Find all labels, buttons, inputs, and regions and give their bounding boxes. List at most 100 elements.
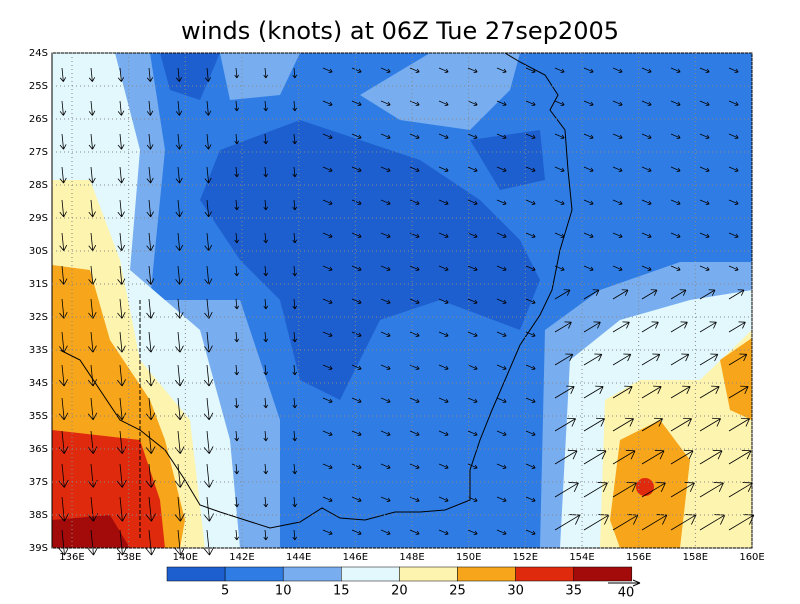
colorbar-label: 25 — [449, 584, 466, 599]
colorbar-segment — [515, 566, 574, 582]
wind-arrow — [292, 463, 298, 475]
wind-arrow — [583, 385, 604, 399]
wind-arrow — [322, 166, 333, 172]
wind-arrow — [117, 331, 126, 353]
lat-label: 38S — [29, 510, 48, 521]
wind-arrow — [322, 496, 333, 502]
wind-arrow — [204, 67, 212, 82]
colorbar-label: 15 — [333, 584, 350, 599]
wind-arrow — [234, 199, 240, 211]
wind-arrow — [641, 514, 668, 531]
wind-arrow — [612, 449, 636, 465]
wind-arrow — [496, 496, 507, 502]
wind-arrow — [728, 321, 746, 333]
wind-arrow — [59, 133, 67, 150]
wind-arrow — [554, 133, 565, 139]
wind-arrow — [438, 67, 449, 73]
wind-arrow — [322, 133, 333, 139]
wind-arrow — [728, 385, 749, 399]
wind-arrow — [583, 321, 601, 333]
wind-arrow — [380, 133, 391, 139]
wind-arrow — [641, 449, 665, 465]
wind-arrow — [670, 482, 695, 498]
wind-arrow — [204, 199, 212, 218]
wind-arrow — [88, 67, 96, 82]
wind-arrow — [351, 265, 362, 271]
wind-arrow — [292, 265, 298, 277]
colorbar: 5 10 15 20 25 30 35 40 — [166, 566, 641, 601]
wind-arrow — [496, 265, 507, 271]
wind-arrow — [438, 298, 449, 304]
wind-arrow — [728, 289, 745, 300]
lon-label: 148E — [399, 552, 424, 563]
lat-label: 30S — [29, 246, 48, 257]
lon-label: 142E — [229, 552, 254, 563]
wind-arrow — [116, 496, 127, 522]
wind-arrow — [554, 417, 576, 432]
lat-label: 33S — [29, 345, 48, 356]
wind-arrow — [116, 364, 127, 387]
wind-arrow — [322, 265, 333, 271]
wind-arrow — [612, 321, 630, 333]
wind-arrow — [380, 232, 391, 238]
wind-arrow — [88, 166, 96, 184]
lon-label: 152E — [513, 552, 538, 563]
wind-arrow — [670, 265, 681, 271]
wind-arrow — [174, 364, 185, 387]
wind-arrow — [496, 298, 507, 304]
wind-arrow — [583, 417, 605, 432]
wind-arrow — [699, 417, 721, 432]
wind-arrow — [525, 232, 536, 238]
reference-vector-label: 40 — [618, 586, 635, 601]
wind-arrow — [583, 353, 603, 366]
wind-arrow — [641, 166, 652, 172]
wind-arrow — [263, 67, 269, 79]
wind-arrow — [146, 166, 154, 184]
wind-arrow — [146, 133, 154, 150]
wind-arrow — [728, 449, 752, 465]
wind-arrow — [583, 449, 607, 465]
wind-arrow — [116, 430, 127, 454]
wind-arrow — [174, 430, 185, 454]
wind-arrow — [380, 199, 391, 205]
wind-arrow — [322, 298, 333, 304]
wind-arrow — [699, 232, 710, 238]
wind-arrow — [438, 397, 449, 403]
wind-arrow — [146, 199, 154, 218]
lat-label: 31S — [29, 279, 48, 290]
wind-arrow — [380, 430, 391, 436]
wind-arrow — [583, 265, 594, 271]
wind-arrow — [292, 529, 298, 541]
wind-arrow — [351, 496, 362, 502]
wind-arrow — [146, 265, 155, 285]
wind-arrow — [322, 430, 333, 436]
colorbar-label: 30 — [507, 584, 524, 599]
wind-arrow — [728, 133, 739, 139]
wind-arrow — [612, 289, 629, 300]
wind-arrow — [234, 331, 240, 343]
wind-arrow — [58, 364, 69, 387]
wind-arrow — [292, 397, 298, 409]
wind-arrow — [699, 321, 717, 333]
wind-arrow — [409, 397, 420, 403]
wind-arrow — [699, 265, 710, 271]
wind-arrow — [670, 321, 688, 333]
wind-arrow — [467, 67, 478, 73]
wind-arrow — [612, 67, 623, 73]
wind-arrow — [525, 265, 536, 271]
lat-label: 32S — [29, 312, 48, 323]
wind-arrow — [612, 100, 623, 106]
wind-arrow — [641, 482, 666, 498]
lat-label: 36S — [29, 444, 48, 455]
wind-arrow — [175, 331, 184, 353]
wind-arrow — [496, 430, 507, 436]
wind-arrow — [263, 100, 269, 112]
wind-arrow — [641, 289, 658, 300]
wind-arrow — [175, 67, 183, 82]
wind-arrow — [467, 463, 478, 469]
wind-arrow — [117, 298, 126, 319]
lon-label: 138E — [116, 552, 141, 563]
wind-arrow — [263, 298, 269, 310]
wind-field — [52, 53, 752, 548]
wind-arrow — [641, 100, 652, 106]
